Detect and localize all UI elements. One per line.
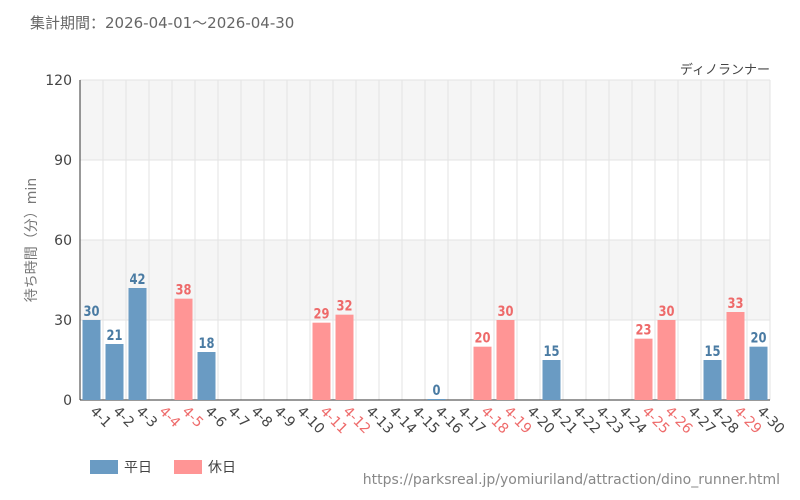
data-label: 20 [475, 331, 491, 347]
bar [174, 298, 193, 400]
bar [726, 312, 745, 400]
y-tick-label: 0 [63, 393, 72, 409]
bar [473, 346, 492, 400]
x-tick-label: 4-6 [202, 404, 230, 432]
x-tick-label: 4-4 [156, 404, 184, 432]
legend-label-holiday: 休日 [208, 460, 236, 476]
x-tick-label: 4-1 [87, 404, 114, 431]
bar [634, 338, 653, 400]
data-label: 42 [130, 272, 146, 288]
data-label: 15 [705, 344, 721, 360]
bar [542, 360, 561, 400]
legend-item-holiday[interactable]: 休日 [174, 457, 236, 477]
data-label: 18 [199, 336, 215, 352]
chart-title: ディノランナー [680, 62, 770, 78]
x-tick-label: 4-7 [225, 404, 252, 431]
x-tick-label: 4-5 [179, 404, 206, 431]
bar [749, 346, 768, 400]
y-tick-label: 30 [54, 313, 72, 329]
legend-label-weekday: 平日 [124, 460, 152, 476]
data-label: 30 [84, 304, 100, 320]
data-label: 33 [728, 296, 744, 312]
bar [703, 360, 722, 400]
legend-item-weekday[interactable]: 平日 [90, 457, 152, 477]
bar [197, 352, 216, 400]
y-tick-label: 90 [54, 153, 72, 169]
x-tick-label: 4-8 [248, 404, 275, 431]
x-tick-label: 4-2 [110, 404, 137, 431]
bar [128, 288, 147, 400]
weekday-swatch [90, 460, 118, 474]
data-label: 29 [314, 307, 330, 323]
bar [496, 320, 515, 400]
source-url: https://parksreal.jp/yomiuriland/attract… [362, 472, 780, 488]
data-label: 21 [107, 328, 123, 344]
data-label: 32 [337, 299, 353, 315]
data-label: 30 [659, 304, 675, 320]
data-label: 0 [433, 383, 441, 399]
y-axis-title: 待ち時間（分）min [24, 178, 40, 302]
data-label: 38 [176, 283, 192, 299]
period-label: 集計期間：2026-04-01～2026-04-30 [30, 14, 295, 32]
y-tick-label: 60 [54, 233, 72, 249]
bar [312, 322, 331, 400]
data-label: 20 [751, 331, 767, 347]
y-tick-label: 120 [45, 73, 72, 89]
bar [427, 399, 446, 400]
data-label: 15 [544, 344, 560, 360]
bar [335, 314, 354, 400]
data-label: 23 [636, 323, 652, 339]
bar [105, 344, 124, 400]
data-label: 30 [498, 304, 514, 320]
bar [657, 320, 676, 400]
x-tick-label: 4-3 [133, 404, 160, 431]
bar [82, 320, 101, 400]
legend: 平日 休日 [90, 457, 236, 477]
holiday-swatch [174, 460, 202, 474]
x-tick-label: 4-9 [271, 404, 298, 431]
